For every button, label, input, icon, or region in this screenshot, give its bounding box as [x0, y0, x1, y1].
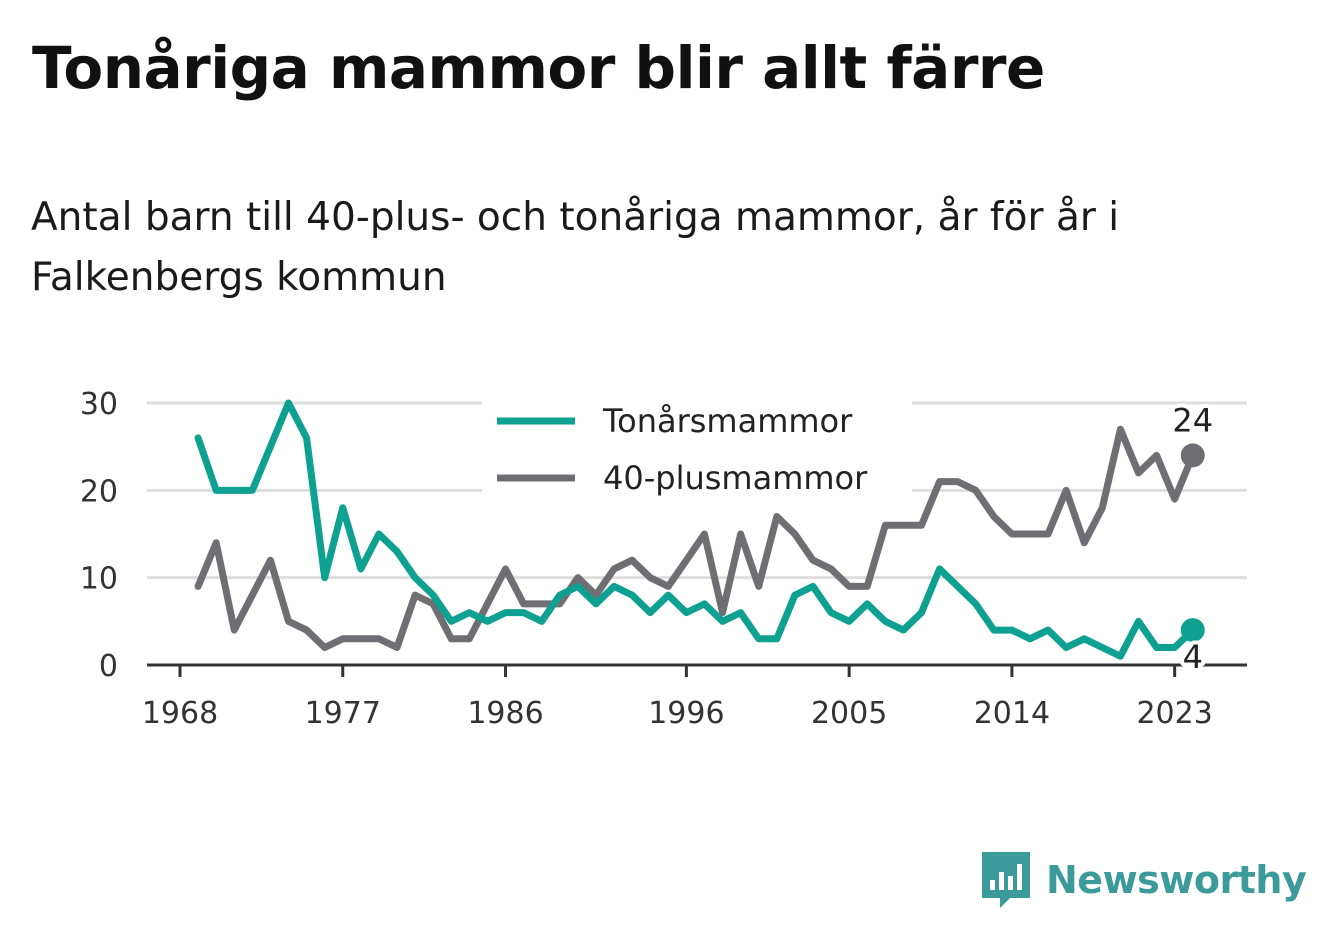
- newsworthy-logo-icon: [982, 852, 1030, 908]
- y-tick-label: 10: [80, 562, 118, 597]
- y-tick-label: 0: [99, 649, 118, 684]
- series-line: [194, 425, 1197, 652]
- x-tick-label: 1977: [305, 696, 381, 731]
- end-point-marker: [1180, 618, 1205, 643]
- y-tick-label: 30: [80, 387, 118, 422]
- x-tick-label: 2023: [1136, 696, 1212, 731]
- x-axis: 1968 1977 1986 1996 2005 2014 2023: [142, 663, 1247, 731]
- x-tick-label: 1996: [648, 696, 724, 731]
- y-tick-label: 20: [80, 474, 118, 509]
- end-label-halo: 4: [1183, 638, 1203, 676]
- legend: Tonårsmammor 40-plusmammor: [482, 398, 912, 498]
- chart-subtitle: Antal barn till 40-plus- och tonåriga ma…: [31, 195, 1120, 300]
- y-axis-ticks: 0 10 20 30: [80, 387, 118, 684]
- brand-name: Newsworthy: [1046, 858, 1307, 902]
- end-point-marker: [1180, 443, 1205, 468]
- legend-label: 40-plusmammor: [603, 459, 868, 497]
- series-lines: [194, 399, 1197, 660]
- end-value-label: 4: [1183, 638, 1203, 676]
- end-value-label: 24: [1172, 401, 1213, 439]
- brand: Newsworthy: [980, 850, 1307, 910]
- x-tick-label: 2014: [974, 696, 1050, 731]
- chart-title: Tonåriga mammor blir allt färre: [32, 34, 1045, 102]
- series-line: [194, 399, 1197, 660]
- x-tick-label: 1986: [467, 696, 543, 731]
- x-tick-label: 2005: [811, 696, 887, 731]
- end-label-halo: 24: [1172, 401, 1213, 439]
- legend-label: Tonårsmammor: [602, 402, 853, 440]
- x-tick-label: 1968: [142, 696, 218, 731]
